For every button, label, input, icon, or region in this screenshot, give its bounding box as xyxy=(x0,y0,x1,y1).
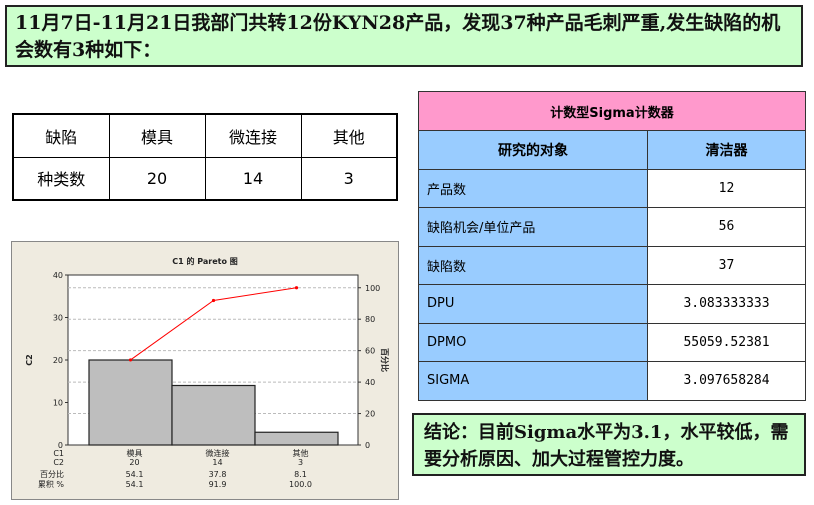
row-value: 55059.52381 xyxy=(647,322,806,362)
row-value: 12 xyxy=(647,168,806,208)
row-label: SIGMA xyxy=(418,361,648,401)
table-row: SIGMA 3.097658284 xyxy=(418,361,806,401)
y-tick-label: 0 xyxy=(58,441,63,450)
y2-tick-label: 80 xyxy=(365,315,375,324)
row-value: 3.083333333 xyxy=(647,284,806,324)
bar xyxy=(254,431,339,446)
y-tick-label: 30 xyxy=(53,314,63,323)
table-row: 产品数 12 xyxy=(418,168,806,208)
count-label: 20 xyxy=(129,458,139,467)
category-label: 模具 xyxy=(127,448,143,458)
y-tick-label: 20 xyxy=(53,356,63,365)
cumulative-point xyxy=(128,358,133,362)
count-label: 14 xyxy=(212,458,222,467)
pareto-chart-svg: C1 的 Pareto 图 0 20 40 60 80 100 0 10 20 30 40 C2 百分比 C… xyxy=(25,256,390,489)
cell: 种类数 xyxy=(12,156,110,201)
percent-label: 37.8 xyxy=(209,470,227,479)
percent-label: 8.1 xyxy=(294,470,307,479)
row-label: 百分比 xyxy=(40,469,64,479)
cell: 20 xyxy=(108,156,206,201)
bar xyxy=(88,359,173,446)
defect-table: 缺陷 模具 微连接 其他 种类数 20 14 3 xyxy=(12,113,398,201)
y-tick-label: 40 xyxy=(53,271,63,280)
table-row: 种类数 20 14 3 xyxy=(12,156,398,201)
y2-tick-label: 20 xyxy=(365,410,375,419)
table-row: DPU 3.083333333 xyxy=(418,284,806,324)
row-label: 累积 % xyxy=(38,479,65,489)
sigma-calculator-table: 计数型Sigma计数器 研究的对象 清洁器 产品数 12 缺陷机会/单位产品 56 缺陷数… xyxy=(418,91,806,401)
y-tick-label: 10 xyxy=(53,399,63,408)
header-cell: 研究的对象 xyxy=(418,130,648,170)
header-cell: 清洁器 xyxy=(647,130,806,170)
row-label: 缺陷机会/单位产品 xyxy=(418,207,648,247)
cumulative-point xyxy=(294,286,299,290)
cell: 3 xyxy=(300,156,398,201)
row-value: 3.097658284 xyxy=(647,361,806,401)
row-label: 产品数 xyxy=(418,168,648,208)
table-row: 缺陷 模具 微连接 其他 xyxy=(12,113,398,158)
row-label: DPMO xyxy=(418,322,648,362)
row-label: C2 xyxy=(53,458,64,467)
header-cell: 其他 xyxy=(300,113,398,158)
y2-tick-label: 40 xyxy=(365,378,375,387)
bar xyxy=(171,384,256,446)
header-cell: 缺陷 xyxy=(12,113,110,158)
header-cell: 微连接 xyxy=(204,113,302,158)
y-axis-label: C2 xyxy=(25,354,34,365)
y2-tick-label: 100 xyxy=(365,284,380,293)
row-value: 37 xyxy=(647,245,806,285)
y2-tick-label: 0 xyxy=(365,441,370,450)
conclusion-text: 结论：目前Sigma水平为3.1，水平较低，需要分析原因、加大过程管控力度。 xyxy=(412,413,806,476)
chart-title: C1 的 Pareto 图 xyxy=(172,256,238,266)
cumulative-label: 100.0 xyxy=(289,480,312,489)
table-title: 计数型Sigma计数器 xyxy=(418,91,806,131)
cumulative-label: 54.1 xyxy=(126,480,144,489)
row-label: C1 xyxy=(53,449,64,458)
row-value: 56 xyxy=(647,207,806,247)
cell: 14 xyxy=(204,156,302,201)
row-label: 缺陷数 xyxy=(418,245,648,285)
y2-tick-label: 60 xyxy=(365,347,375,356)
header-text: 11月7日-11月21日我部门共转12份KYN28产品，发现37种产品毛刺严重,… xyxy=(5,5,803,67)
pareto-chart: C1 的 Pareto 图 0 20 40 60 80 100 0 10 20 30 40 C2 百分比 C… xyxy=(11,241,399,500)
percent-label: 54.1 xyxy=(126,470,144,479)
cumulative-label: 91.9 xyxy=(209,480,227,489)
table-row: 缺陷数 37 xyxy=(418,245,806,285)
table-row: DPMO 55059.52381 xyxy=(418,322,806,362)
table-row: 缺陷机会/单位产品 56 xyxy=(418,207,806,247)
y2-axis-label: 百分比 xyxy=(380,348,390,372)
category-label: 微连接 xyxy=(206,448,230,458)
count-label: 3 xyxy=(298,458,303,467)
row-label: DPU xyxy=(418,284,648,324)
cumulative-point xyxy=(211,298,216,303)
category-label: 其他 xyxy=(293,448,309,458)
header-cell: 模具 xyxy=(108,113,206,158)
